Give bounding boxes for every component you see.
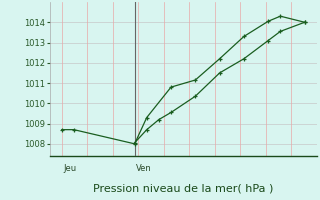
Text: Jeu: Jeu <box>63 164 76 173</box>
Text: Pression niveau de la mer( hPa ): Pression niveau de la mer( hPa ) <box>93 184 273 194</box>
Text: Ven: Ven <box>136 164 152 173</box>
